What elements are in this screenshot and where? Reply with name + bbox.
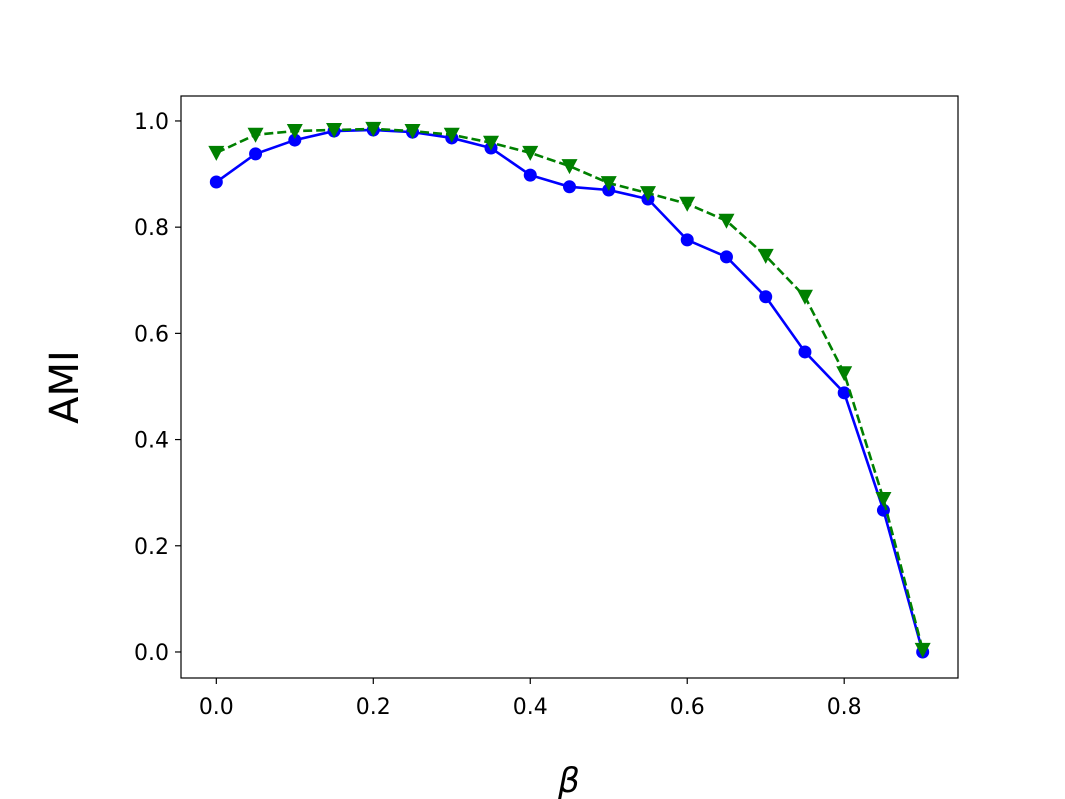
marker xyxy=(680,233,694,247)
marker xyxy=(679,196,696,212)
marker xyxy=(522,145,539,161)
marker xyxy=(796,289,813,305)
x-tick-label: 0.8 xyxy=(827,695,862,720)
marker xyxy=(914,642,931,658)
marker xyxy=(209,175,223,189)
y-tick-label: 0.4 xyxy=(134,429,169,454)
marker xyxy=(639,186,656,202)
marker xyxy=(798,345,812,359)
x-tick-label: 0.2 xyxy=(356,695,391,720)
marker xyxy=(757,248,774,264)
marker xyxy=(483,135,500,151)
marker xyxy=(208,145,225,161)
marker xyxy=(836,366,853,382)
y-axis-label: AMI xyxy=(42,350,88,424)
y-tick-label: 0.2 xyxy=(134,535,169,560)
x-tick-label: 0.4 xyxy=(513,695,548,720)
marker xyxy=(837,386,851,400)
marker xyxy=(719,250,733,264)
marker xyxy=(600,176,617,192)
marker xyxy=(288,133,302,147)
marker xyxy=(249,147,263,161)
marker xyxy=(563,180,576,194)
x-tick-label: 0.6 xyxy=(670,695,705,720)
marker xyxy=(718,213,735,229)
marker xyxy=(875,492,892,508)
marker xyxy=(443,127,460,143)
y-tick-label: 0.0 xyxy=(134,641,169,666)
marker xyxy=(523,168,537,182)
y-tick-label: 1.0 xyxy=(134,110,169,135)
marker xyxy=(247,127,264,143)
marker xyxy=(561,159,578,175)
marker xyxy=(759,290,773,304)
marker xyxy=(365,121,382,137)
x-axis-label: β xyxy=(557,761,580,799)
y-tick-label: 0.6 xyxy=(134,322,169,347)
plot-frame xyxy=(180,95,959,679)
y-tick-label: 0.8 xyxy=(134,216,169,241)
marker xyxy=(404,124,421,140)
series-line xyxy=(215,127,924,651)
marker xyxy=(326,122,343,138)
series-line xyxy=(215,128,924,653)
marker xyxy=(286,124,303,140)
x-tick-label: 0.0 xyxy=(199,695,234,720)
